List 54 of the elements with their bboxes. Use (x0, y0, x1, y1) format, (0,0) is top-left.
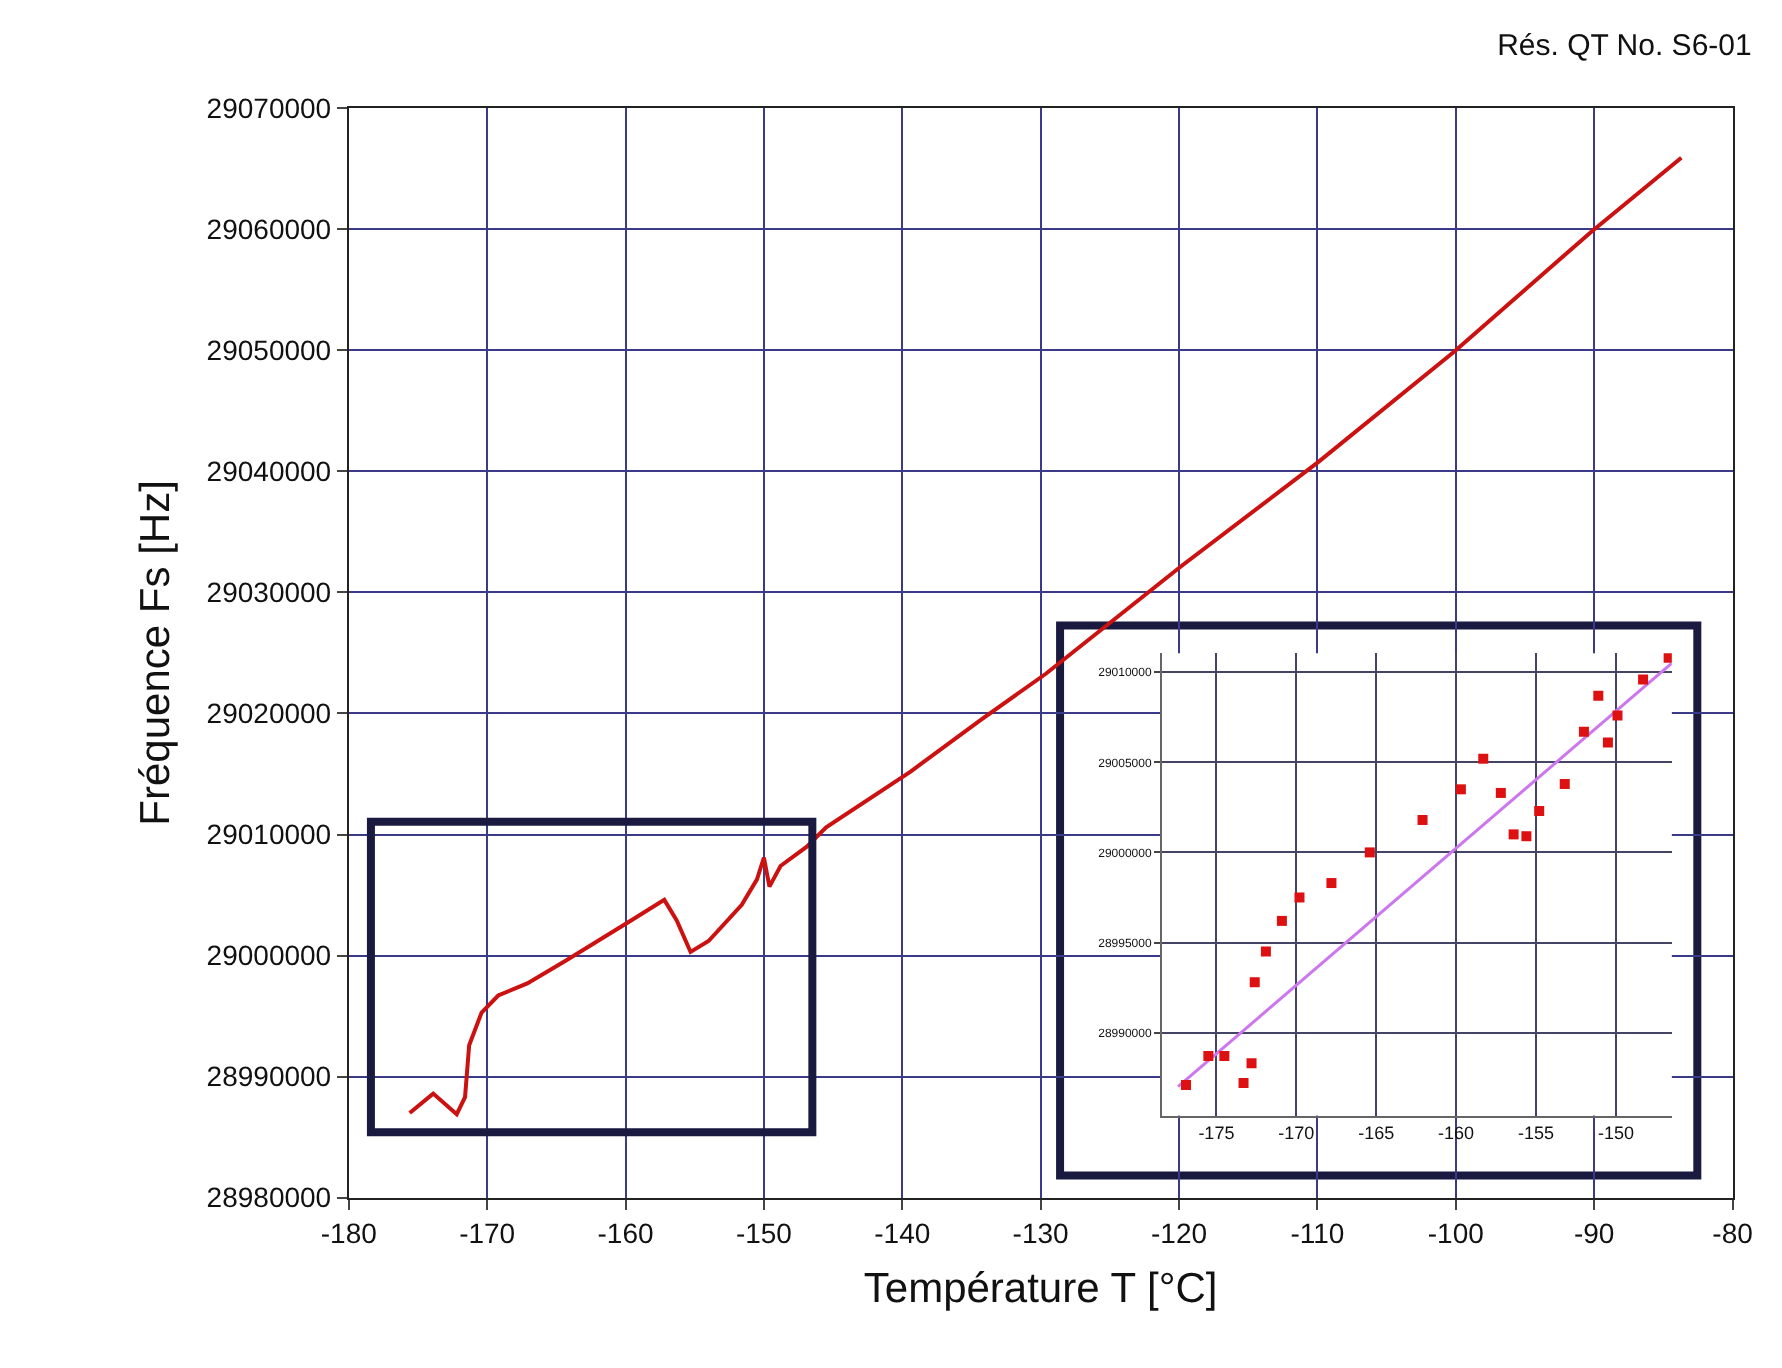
y-axis-title: Fréquence Fs [Hz] (132, 480, 179, 826)
x-tick-label: -155 (1517, 1123, 1555, 1144)
point (1612, 710, 1623, 721)
y-tick-label: 29060000 (206, 213, 332, 246)
y-tick-label: 28980000 (206, 1181, 332, 1214)
point (1508, 829, 1519, 840)
x-tick-label: -180 (320, 1217, 378, 1250)
y-tick-label: 28990000 (206, 1060, 332, 1093)
x-tick-label: -90 (1573, 1217, 1615, 1250)
point (1521, 831, 1532, 842)
point (1276, 915, 1287, 926)
x-tick-label: -175 (1198, 1123, 1235, 1144)
x-tick-label: -140 (874, 1217, 931, 1250)
x-tick-label: -130 (1012, 1217, 1070, 1250)
point (1455, 784, 1466, 795)
x-tick-label: -165 (1358, 1123, 1395, 1144)
point (1326, 878, 1337, 889)
point (1534, 805, 1545, 816)
x-tick-label: -150 (1597, 1123, 1634, 1144)
point (1578, 726, 1589, 737)
y-tick-label: 29000000 (206, 939, 332, 972)
point (1181, 1079, 1192, 1090)
point (1602, 737, 1613, 748)
point (1478, 753, 1489, 764)
point (1246, 1058, 1257, 1069)
y-tick-label: 29050000 (206, 334, 332, 367)
point (1219, 1051, 1230, 1062)
point (1364, 847, 1375, 858)
x-tick-label: -100 (1427, 1217, 1485, 1250)
y-tick-label: 29010000 (206, 818, 332, 851)
point (1638, 674, 1649, 685)
x-tick-label: -80 (1712, 1217, 1754, 1250)
y-tick-label: 29030000 (206, 576, 332, 609)
point (1203, 1051, 1214, 1062)
x-tick-label: -120 (1151, 1217, 1208, 1250)
point (1249, 977, 1260, 988)
point (1559, 778, 1570, 789)
point (1260, 946, 1271, 957)
point (1593, 690, 1604, 701)
x-tick-label: -170 (1278, 1123, 1315, 1144)
x-tick-label: -110 (1290, 1217, 1345, 1250)
point (1238, 1078, 1249, 1089)
point (1495, 787, 1506, 798)
x-tick-label: -160 (597, 1217, 654, 1250)
point (1417, 814, 1428, 825)
x-axis-title: Température T [°C] (863, 1265, 1218, 1312)
x-tick-label: -150 (735, 1217, 793, 1250)
point (1294, 892, 1305, 903)
y-tick-label: 29070000 (206, 91, 332, 124)
y-tick-label: 29020000 (206, 697, 332, 730)
x-tick-label: -170 (459, 1217, 516, 1250)
chart-title: Rés. QT No. S6-01 (1497, 29, 1752, 64)
y-tick-label: 29040000 (206, 455, 332, 488)
line-series (407, 155, 1684, 1117)
